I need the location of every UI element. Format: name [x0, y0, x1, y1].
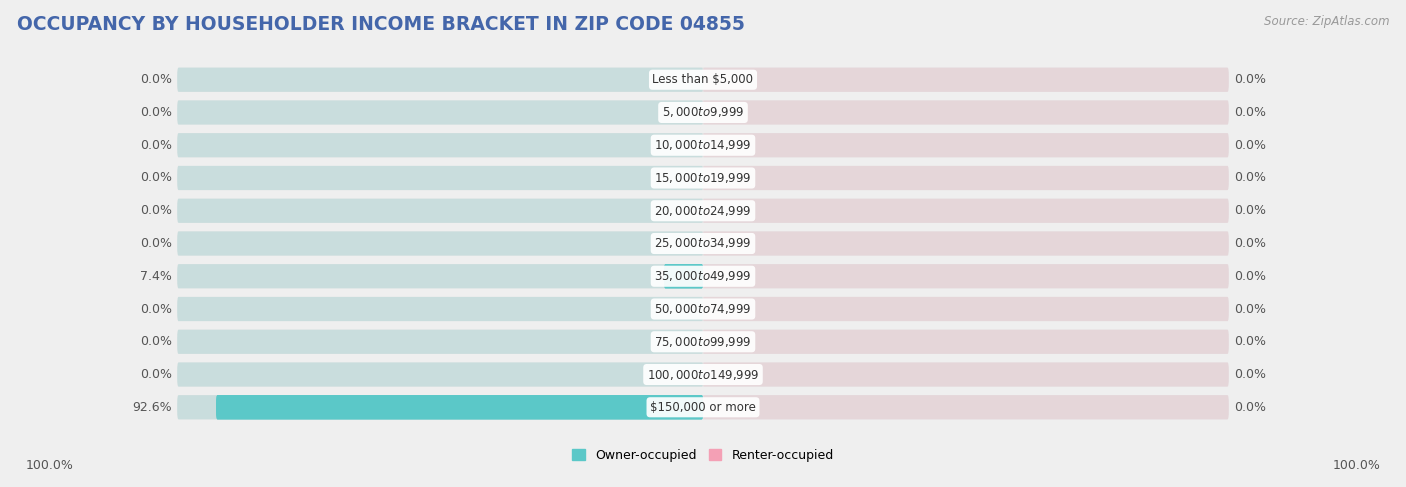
- Text: $150,000 or more: $150,000 or more: [650, 401, 756, 414]
- Text: 0.0%: 0.0%: [141, 73, 172, 86]
- Text: $5,000 to $9,999: $5,000 to $9,999: [662, 106, 744, 119]
- FancyBboxPatch shape: [177, 68, 703, 92]
- Text: $35,000 to $49,999: $35,000 to $49,999: [654, 269, 752, 283]
- Text: 0.0%: 0.0%: [1234, 237, 1265, 250]
- FancyBboxPatch shape: [664, 264, 703, 288]
- Text: Source: ZipAtlas.com: Source: ZipAtlas.com: [1264, 15, 1389, 28]
- Text: $20,000 to $24,999: $20,000 to $24,999: [654, 204, 752, 218]
- Text: 0.0%: 0.0%: [1234, 401, 1265, 414]
- FancyBboxPatch shape: [177, 264, 703, 288]
- FancyBboxPatch shape: [703, 362, 1229, 387]
- FancyBboxPatch shape: [177, 199, 703, 223]
- Text: 0.0%: 0.0%: [141, 335, 172, 348]
- FancyBboxPatch shape: [703, 166, 1229, 190]
- FancyBboxPatch shape: [177, 362, 703, 387]
- FancyBboxPatch shape: [177, 395, 1229, 419]
- Text: $10,000 to $14,999: $10,000 to $14,999: [654, 138, 752, 152]
- Text: 0.0%: 0.0%: [1234, 73, 1265, 86]
- Text: 0.0%: 0.0%: [1234, 368, 1265, 381]
- FancyBboxPatch shape: [703, 395, 1229, 419]
- Text: 100.0%: 100.0%: [1333, 459, 1381, 472]
- Text: OCCUPANCY BY HOUSEHOLDER INCOME BRACKET IN ZIP CODE 04855: OCCUPANCY BY HOUSEHOLDER INCOME BRACKET …: [17, 15, 745, 34]
- Text: 7.4%: 7.4%: [141, 270, 172, 283]
- FancyBboxPatch shape: [703, 330, 1229, 354]
- Text: 0.0%: 0.0%: [1234, 335, 1265, 348]
- FancyBboxPatch shape: [703, 133, 1229, 157]
- FancyBboxPatch shape: [703, 264, 1229, 288]
- FancyBboxPatch shape: [177, 133, 703, 157]
- FancyBboxPatch shape: [177, 231, 703, 256]
- FancyBboxPatch shape: [177, 297, 1229, 321]
- Text: 100.0%: 100.0%: [25, 459, 73, 472]
- FancyBboxPatch shape: [177, 297, 703, 321]
- Text: 0.0%: 0.0%: [1234, 106, 1265, 119]
- Text: 0.0%: 0.0%: [141, 139, 172, 152]
- Legend: Owner-occupied, Renter-occupied: Owner-occupied, Renter-occupied: [568, 444, 838, 467]
- FancyBboxPatch shape: [177, 100, 703, 125]
- FancyBboxPatch shape: [177, 264, 1229, 288]
- FancyBboxPatch shape: [177, 231, 1229, 256]
- FancyBboxPatch shape: [703, 68, 1229, 92]
- Text: 0.0%: 0.0%: [1234, 270, 1265, 283]
- Text: 92.6%: 92.6%: [132, 401, 172, 414]
- Text: 0.0%: 0.0%: [141, 106, 172, 119]
- Text: 0.0%: 0.0%: [141, 171, 172, 185]
- FancyBboxPatch shape: [177, 362, 1229, 387]
- Text: 0.0%: 0.0%: [1234, 139, 1265, 152]
- Text: 0.0%: 0.0%: [1234, 302, 1265, 316]
- Text: $25,000 to $34,999: $25,000 to $34,999: [654, 237, 752, 250]
- FancyBboxPatch shape: [177, 199, 1229, 223]
- FancyBboxPatch shape: [664, 264, 703, 288]
- FancyBboxPatch shape: [217, 395, 703, 419]
- FancyBboxPatch shape: [177, 166, 1229, 190]
- Text: $15,000 to $19,999: $15,000 to $19,999: [654, 171, 752, 185]
- Text: 0.0%: 0.0%: [141, 302, 172, 316]
- Text: 0.0%: 0.0%: [141, 204, 172, 217]
- FancyBboxPatch shape: [177, 330, 1229, 354]
- Text: 0.0%: 0.0%: [141, 368, 172, 381]
- Text: 0.0%: 0.0%: [1234, 171, 1265, 185]
- Text: $100,000 to $149,999: $100,000 to $149,999: [647, 368, 759, 381]
- FancyBboxPatch shape: [217, 395, 703, 419]
- Text: $75,000 to $99,999: $75,000 to $99,999: [654, 335, 752, 349]
- FancyBboxPatch shape: [177, 100, 1229, 125]
- FancyBboxPatch shape: [177, 166, 703, 190]
- FancyBboxPatch shape: [703, 199, 1229, 223]
- FancyBboxPatch shape: [703, 297, 1229, 321]
- FancyBboxPatch shape: [177, 133, 1229, 157]
- Text: 0.0%: 0.0%: [1234, 204, 1265, 217]
- FancyBboxPatch shape: [177, 395, 703, 419]
- FancyBboxPatch shape: [703, 100, 1229, 125]
- FancyBboxPatch shape: [177, 68, 1229, 92]
- FancyBboxPatch shape: [703, 231, 1229, 256]
- Text: Less than $5,000: Less than $5,000: [652, 73, 754, 86]
- Text: 0.0%: 0.0%: [141, 237, 172, 250]
- Text: $50,000 to $74,999: $50,000 to $74,999: [654, 302, 752, 316]
- FancyBboxPatch shape: [177, 330, 703, 354]
